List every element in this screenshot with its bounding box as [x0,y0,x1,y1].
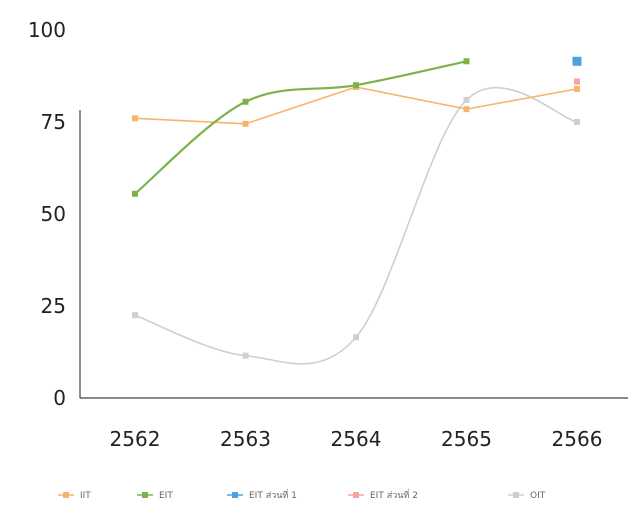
legend-swatch-marker [142,492,148,498]
data-point-marker [242,352,249,359]
data-point-marker [242,120,249,127]
y-tick-label: 25 [41,294,66,318]
series-layer [132,56,582,365]
legend-label: EIT [159,491,173,501]
x-tick-label: 2564 [331,427,382,451]
data-point-marker [574,78,580,85]
series-line [134,60,467,195]
legend-swatch-marker [232,492,238,498]
data-point-marker [132,115,138,122]
legend-label: OIT [530,491,546,501]
y-tick-label: 75 [41,110,66,134]
y-axis-ticks: 0 25 50 75 100 [28,18,66,410]
x-tick-label: 2563 [220,427,271,451]
data-point-marker [132,312,138,319]
y-tick-label: 0 [53,386,66,410]
data-point-marker [353,334,359,341]
data-point-marker [242,98,249,105]
data-point-marker [463,96,470,103]
legend-label: EIT ส่วนที่ 1 [249,488,297,501]
data-point-marker [572,56,582,66]
legend-swatch-marker [353,492,359,498]
y-tick-label: 50 [41,202,66,226]
x-tick-label: 2566 [552,427,603,451]
y-tick-label: 100 [28,18,66,42]
x-tick-label: 2565 [441,427,492,451]
data-point-marker [463,58,470,65]
data-point-marker [353,82,359,89]
data-point-marker [463,106,470,113]
legend: IIT EIT EIT ส่วนที่ 1 EIT ส่วนที่ 2 OIT [58,488,546,501]
legend-label: IIT [80,491,91,501]
data-point-marker [132,190,138,197]
x-tick-label: 2562 [110,427,161,451]
legend-swatch-marker [63,492,69,498]
series-line [134,86,578,365]
legend-swatch-marker [513,492,519,498]
data-point-marker [574,85,580,92]
legend-label: EIT ส่วนที่ 2 [370,488,418,501]
data-point-marker [574,119,580,125]
series-line [134,86,578,125]
x-axis-ticks: 2562 2563 2564 2565 2566 [110,427,603,451]
